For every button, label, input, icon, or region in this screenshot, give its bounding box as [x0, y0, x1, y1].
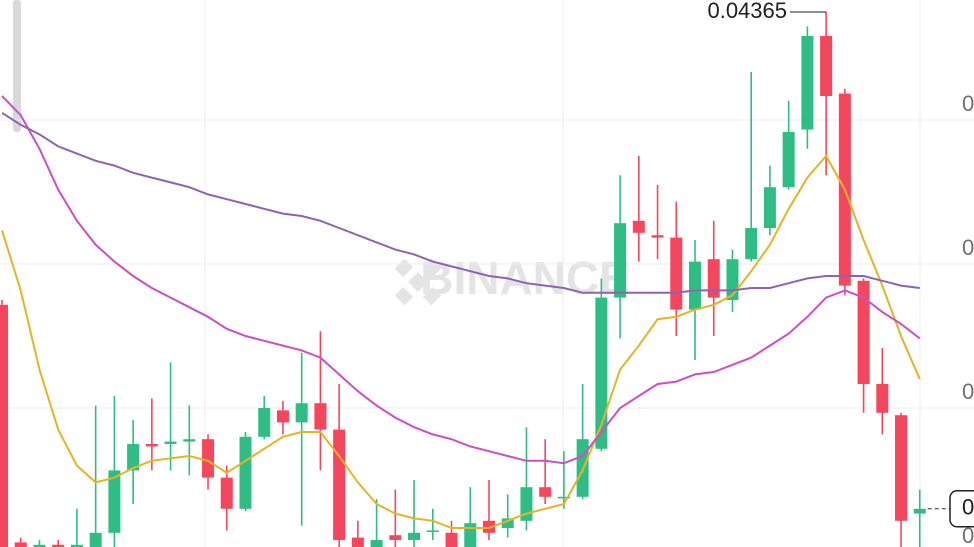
candle-body	[314, 403, 327, 430]
candles	[0, 12, 926, 547]
candle-body	[351, 537, 364, 547]
candle-body	[145, 444, 158, 447]
candle-body	[482, 520, 495, 533]
candle-body	[89, 532, 102, 547]
candle-body	[763, 187, 776, 228]
last-price-box	[949, 490, 974, 528]
candle-body	[539, 487, 552, 497]
candle-body	[670, 237, 683, 310]
moving-average-line	[1, 111, 920, 294]
candle-body	[14, 542, 27, 547]
candle-body	[52, 544, 65, 547]
y-tick-label: 0.042	[962, 379, 974, 404]
high-price-label: 0.04365	[707, 0, 787, 23]
candle-body	[445, 532, 458, 547]
candle-body	[464, 523, 477, 547]
candle-body	[876, 384, 889, 413]
candle-body	[782, 132, 795, 188]
candle-body	[389, 535, 402, 540]
candle-body	[202, 439, 215, 478]
watermark: BINANCE	[420, 252, 630, 304]
candle-body	[913, 508, 926, 514]
last-price-label: 0.04158	[962, 495, 974, 520]
candle-body	[689, 261, 702, 310]
candle-body	[895, 415, 908, 521]
candle-body	[164, 441, 177, 444]
candle-body	[745, 228, 758, 260]
candle-body	[651, 235, 664, 238]
candle-body	[333, 429, 346, 540]
candle-body	[857, 280, 870, 384]
candle-body	[0, 304, 8, 547]
candle-body	[239, 436, 252, 509]
candle-body	[707, 259, 720, 298]
candle-body	[820, 36, 833, 96]
candle-body	[501, 518, 514, 528]
y-tick-label: 0.0426	[962, 235, 974, 260]
candle-body	[426, 530, 439, 532]
moving-average-line	[1, 154, 921, 529]
candle-body	[33, 544, 46, 547]
candle-body	[127, 444, 140, 471]
candle-body	[614, 223, 627, 298]
candle-body	[220, 477, 233, 509]
candle-body	[370, 540, 383, 547]
scroll-handle	[13, 0, 21, 132]
candle-body	[632, 220, 645, 233]
watermark-logo	[394, 258, 442, 306]
candle-body	[408, 532, 421, 540]
candle-body	[801, 36, 814, 130]
moving-average-line	[1, 95, 921, 465]
candle-body	[183, 439, 196, 442]
y-tick-label: 0.0414	[962, 523, 974, 547]
candle-body	[595, 297, 608, 449]
candle-body	[557, 496, 570, 499]
candle-body	[108, 470, 121, 533]
candle-body	[276, 410, 289, 423]
candle-body	[70, 544, 83, 547]
candle-body	[258, 408, 271, 437]
candle-body	[295, 403, 308, 423]
y-tick-label: 0.0432	[962, 91, 974, 116]
